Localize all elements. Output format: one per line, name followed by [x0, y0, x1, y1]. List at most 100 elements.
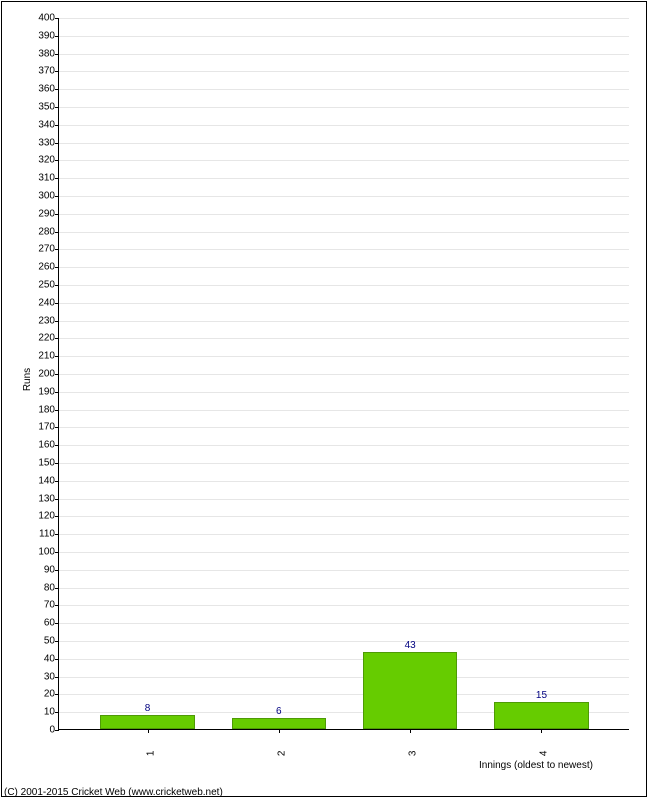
ytick-mark [55, 588, 59, 589]
gridline [59, 36, 629, 37]
ytick-label: 340 [38, 119, 55, 130]
bar [363, 652, 458, 729]
ytick-label: 290 [38, 208, 55, 219]
gridline [59, 445, 629, 446]
ytick-label: 90 [44, 564, 55, 575]
ytick-mark [55, 481, 59, 482]
ytick-label: 120 [38, 511, 55, 522]
ytick-mark [55, 730, 59, 731]
gridline [59, 71, 629, 72]
gridline [59, 499, 629, 500]
bar-value-label: 15 [536, 690, 547, 701]
ytick-label: 70 [44, 600, 55, 611]
gridline [59, 54, 629, 55]
gridline [59, 125, 629, 126]
ytick-label: 190 [38, 386, 55, 397]
ytick-label: 130 [38, 493, 55, 504]
ytick-mark [55, 410, 59, 411]
gridline [59, 214, 629, 215]
bar-value-label: 43 [405, 640, 416, 651]
ytick-mark [55, 107, 59, 108]
bar-value-label: 6 [276, 706, 282, 717]
ytick-label: 170 [38, 422, 55, 433]
gridline [59, 107, 629, 108]
ytick-mark [55, 534, 59, 535]
gridline [59, 374, 629, 375]
ytick-mark [55, 54, 59, 55]
ytick-label: 0 [49, 725, 55, 736]
ytick-label: 400 [38, 13, 55, 24]
ytick-mark [55, 178, 59, 179]
ytick-mark [55, 249, 59, 250]
ytick-label: 360 [38, 84, 55, 95]
ytick-mark [55, 499, 59, 500]
bar [100, 715, 195, 729]
gridline [59, 605, 629, 606]
gridline [59, 143, 629, 144]
y-axis-label: Runs [22, 368, 33, 391]
gridline [59, 356, 629, 357]
ytick-label: 160 [38, 440, 55, 451]
ytick-mark [55, 356, 59, 357]
gridline [59, 427, 629, 428]
ytick-label: 10 [44, 707, 55, 718]
ytick-label: 280 [38, 226, 55, 237]
gridline [59, 232, 629, 233]
ytick-mark [55, 267, 59, 268]
ytick-label: 260 [38, 262, 55, 273]
ytick-label: 350 [38, 102, 55, 113]
ytick-label: 20 [44, 689, 55, 700]
ytick-mark [55, 641, 59, 642]
gridline [59, 267, 629, 268]
ytick-label: 60 [44, 618, 55, 629]
ytick-label: 200 [38, 369, 55, 380]
xtick-label: 2 [276, 751, 287, 757]
bar [494, 702, 589, 729]
gridline [59, 89, 629, 90]
ytick-label: 230 [38, 315, 55, 326]
bar [232, 718, 327, 729]
ytick-label: 380 [38, 48, 55, 59]
ytick-label: 40 [44, 653, 55, 664]
ytick-mark [55, 463, 59, 464]
ytick-label: 320 [38, 155, 55, 166]
x-axis-label: Innings (oldest to newest) [479, 760, 593, 771]
ytick-mark [55, 623, 59, 624]
xtick-mark [148, 729, 149, 733]
gridline [59, 178, 629, 179]
gridline [59, 534, 629, 535]
ytick-label: 150 [38, 458, 55, 469]
ytick-label: 300 [38, 191, 55, 202]
ytick-mark [55, 89, 59, 90]
gridline [59, 18, 629, 19]
ytick-mark [55, 427, 59, 428]
ytick-mark [55, 445, 59, 446]
gridline [59, 196, 629, 197]
ytick-mark [55, 232, 59, 233]
gridline [59, 303, 629, 304]
gridline [59, 641, 629, 642]
gridline [59, 410, 629, 411]
bar-value-label: 8 [145, 703, 151, 714]
copyright-text: (C) 2001-2015 Cricket Web (www.cricketwe… [4, 787, 223, 798]
ytick-mark [55, 677, 59, 678]
gridline [59, 588, 629, 589]
ytick-mark [55, 143, 59, 144]
ytick-label: 140 [38, 475, 55, 486]
gridline [59, 659, 629, 660]
gridline [59, 285, 629, 286]
ytick-label: 30 [44, 671, 55, 682]
ytick-mark [55, 605, 59, 606]
ytick-mark [55, 18, 59, 19]
ytick-label: 330 [38, 137, 55, 148]
ytick-mark [55, 303, 59, 304]
ytick-mark [55, 712, 59, 713]
ytick-label: 110 [39, 529, 55, 540]
ytick-label: 50 [44, 636, 55, 647]
ytick-mark [55, 321, 59, 322]
ytick-label: 240 [38, 297, 55, 308]
ytick-mark [55, 516, 59, 517]
plot-area: 0102030405060708090100110120130140150160… [58, 18, 629, 730]
gridline [59, 392, 629, 393]
gridline [59, 623, 629, 624]
